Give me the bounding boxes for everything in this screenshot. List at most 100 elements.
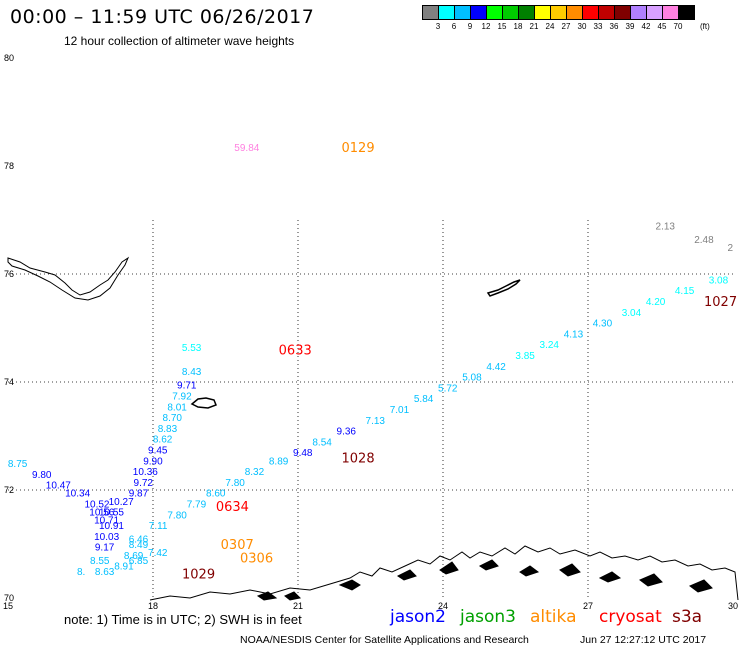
wave-height-label: 10.91 [99,521,124,532]
scale-label: 39 [625,22,635,31]
wave-height-label: 4.15 [675,286,695,297]
pass-time-label: 0307 [221,538,254,553]
wave-height-label: 10.47 [46,481,71,492]
wave-height-label: 6.85 [129,556,149,567]
wave-height-label: 8.55 [90,556,110,567]
wave-height-label: 10.34 [65,489,90,500]
wave-height-label: 8.54 [312,437,332,448]
wave-height-label: 8.63 [95,567,115,578]
scale-swatch [678,5,695,20]
wave-height-label: 9.72 [134,478,154,489]
wave-height-label: 3.04 [622,308,642,319]
wave-height-label: 9.90 [143,456,163,467]
wave-height-label: 4.20 [646,297,666,308]
wave-height-label: 8.83 [158,424,178,435]
wave-height-label: 9.87 [129,489,149,500]
wave-height-label: 9.71 [177,381,197,392]
lat-tick-label: 72 [4,485,14,495]
wave-height-label: 3.24 [540,340,560,351]
wave-height-label: 3.85 [515,351,535,362]
wave-height-label: 7.11 [149,521,168,532]
wave-height-label: 7.92 [172,392,192,403]
lat-tick-label: 74 [4,377,14,387]
wave-height-label: 7.80 [167,510,187,521]
wave-height-label: 10.55 [99,508,124,519]
wave-height-label: 7.13 [366,416,386,427]
scale-label: 15 [497,22,507,31]
wave-height-label: 8.75 [8,459,28,470]
lon-tick-label: 18 [148,601,158,611]
scale-label: 12 [481,22,491,31]
wave-height-label: 9.48 [293,448,313,459]
color-scale-unit: (ft) [700,22,710,31]
wave-height-label: 5.08 [462,373,482,384]
scale-label: 36 [609,22,619,31]
wave-height-label: 8.70 [163,413,183,424]
page-subtitle: 12 hour collection of altimeter wave hei… [64,34,295,48]
lat-tick-label: 76 [4,269,14,279]
lon-tick-label: 21 [293,601,303,611]
color-scale [422,5,695,20]
note-text: note: 1) Time is in UTC; 2) SWH is in fe… [64,612,302,627]
timestamp-text: Jun 27 12:27:12 UTC 2017 [580,634,707,646]
wave-height-label: 2.48 [694,235,714,246]
wave-height-label: 4.42 [486,362,506,373]
legend-item-altika: altika [530,607,577,627]
legend-item-jason2: jason2 [390,607,446,627]
pass-time-label: 0634 [216,500,249,515]
wave-height-label: 9.80 [32,470,52,481]
lat-tick-label: 78 [4,161,14,171]
wave-height-label: 8. [77,567,85,578]
wave-height-label: 9.17 [95,543,115,554]
pass-time-label: 0306 [240,552,273,567]
legend-item-s3a: s3a [672,607,703,627]
svalbard-coast [7,256,130,301]
wave-height-label: 3.08 [709,275,729,286]
wave-height-label: 10.71 [94,516,119,527]
wave-height-label: 5.84 [414,394,434,405]
wave-height-label: 5.53 [182,343,202,354]
lon-tick-label: 24 [438,601,448,611]
scale-label: 42 [641,22,651,31]
wave-height-label: 8.32 [245,467,265,478]
wave-height-label: 7.42 [148,548,168,559]
scale-label: 6 [451,22,457,31]
lon-tick-label: 27 [583,601,593,611]
legend-item-jason3: jason3 [460,607,516,627]
pass-time-label: 1029 [182,568,215,583]
wave-height-label: 8.49 [129,540,149,551]
wave-height-label: 8.01 [167,402,187,413]
wave-height-label: 7.01 [390,405,410,416]
legend-item-cryosat: cryosat [599,607,662,627]
scale-label: 3 [435,22,441,31]
lon-tick-label: 15 [3,601,13,611]
wave-height-label: 10.56 [89,508,114,519]
kong-karls-land-coast [486,279,521,297]
scale-label: 45 [657,22,667,31]
pass-time-label: 1027 [704,295,737,310]
map-grid [8,220,733,598]
lat-tick-label: 80 [4,53,14,63]
lat-tick-label: 70 [4,593,14,603]
axis-tick-labels: 15 18 21 24 27 30 70 72 74 76 78 80 [3,53,738,611]
scale-label: 70 [673,22,683,31]
wave-height-label: 59.84 [234,143,259,154]
scale-label: 9 [467,22,473,31]
pass-time-label: 1028 [342,452,375,467]
scale-label: 33 [593,22,603,31]
credit-text: NOAA/NESDIS Center for Satellite Applica… [240,634,529,646]
wave-height-label: 8.69 [124,551,144,562]
scale-label: 18 [513,22,523,31]
scale-label: 30 [577,22,587,31]
wave-height-label: 7.80 [225,478,245,489]
wave-height-label: 10.52 [84,500,109,511]
coastlines [7,256,739,601]
wave-height-label: 6.46 [129,535,149,546]
bjornoya-coast [190,397,217,409]
scale-label: 24 [545,22,555,31]
wave-height-label: 8.60 [206,489,226,500]
norway-islands [256,559,713,601]
scale-label: 21 [529,22,539,31]
